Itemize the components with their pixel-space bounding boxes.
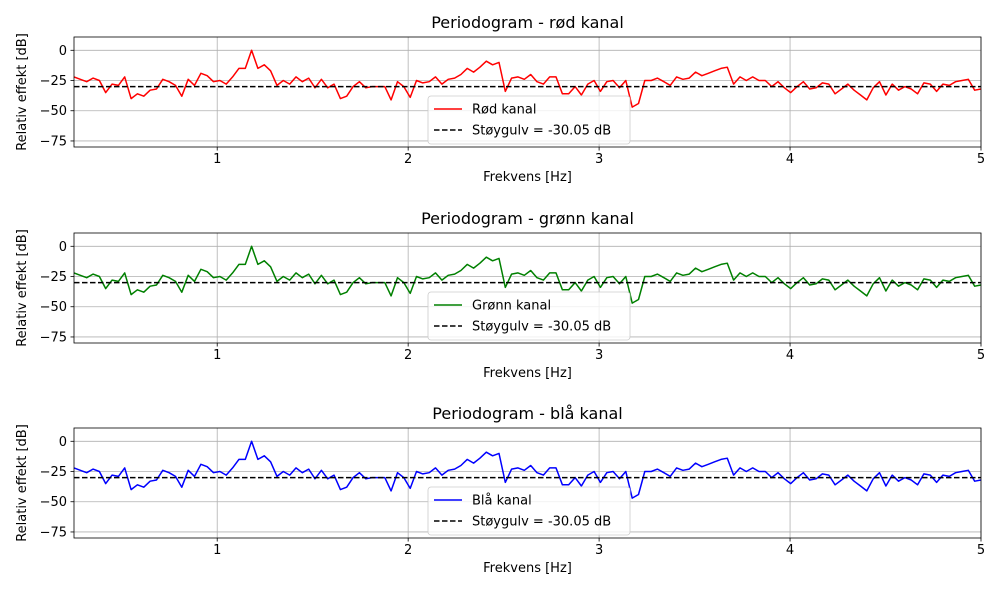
subplot-2: 1 2 3 4 5 0 −25 −50 −75 Periodogram - grønn kanal…	[15, 209, 985, 381]
x-tick-label: 2	[404, 348, 412, 363]
chart-title: Periodogram - rød kanal	[431, 13, 624, 32]
y-axis-label: Relativ effekt [dB]	[15, 424, 30, 542]
legend-label: Rød kanal	[472, 103, 536, 118]
axes-frame	[73, 232, 982, 344]
x-tick-label: 3	[595, 543, 603, 558]
y-tick-label: −75	[40, 134, 67, 149]
x-tick-label: 4	[786, 152, 794, 167]
series-line-2	[73, 245, 982, 304]
x-axis-label: Frekvens [Hz]	[483, 366, 572, 381]
legend-label: Støygulv = -30.05 dB	[472, 124, 611, 139]
axes-frame	[73, 36, 982, 148]
series-line-3	[73, 440, 982, 499]
x-axis-label: Frekvens [Hz]	[483, 561, 572, 576]
y-tick-label: −50	[40, 300, 67, 315]
axes-frame	[73, 427, 982, 539]
x-tick-label: 3	[595, 348, 603, 363]
subplot-3: 1 2 3 4 5 0 −25 −50 −75 Periodogram - blå kanal Fr…	[15, 404, 985, 576]
y-tick-label: −75	[40, 330, 67, 345]
y-tick-label: 0	[59, 44, 67, 59]
x-tick-label: 5	[977, 348, 985, 363]
y-tick-label: 0	[59, 435, 67, 450]
y-axis-label: Relativ effekt [dB]	[15, 229, 30, 347]
y-tick-label: −50	[40, 104, 67, 119]
y-tick-label: −75	[40, 525, 67, 540]
x-tick-label: 4	[786, 348, 794, 363]
x-tick-label: 2	[404, 152, 412, 167]
chart-title: Periodogram - grønn kanal	[421, 209, 634, 228]
x-tick-label: 5	[977, 152, 985, 167]
subplot-1: 1 2 3 4 5 0 −25 −50 −75 Periodogram - rød kanal Fr…	[15, 13, 985, 185]
legend-box	[427, 95, 631, 145]
y-tick-label: −50	[40, 495, 67, 510]
y-tick-label: −25	[40, 465, 67, 480]
legend-label: Grønn kanal	[472, 299, 551, 314]
y-tick-label: −25	[40, 74, 67, 89]
x-tick-label: 1	[213, 543, 221, 558]
legend: Blå kanal Støygulv = -30.05 dB	[427, 486, 631, 536]
series-line-1	[73, 49, 982, 108]
legend: Grønn kanal Støygulv = -30.05 dB	[427, 291, 631, 341]
x-tick-label: 4	[786, 543, 794, 558]
y-tick-label: −25	[40, 270, 67, 285]
legend-label: Støygulv = -30.05 dB	[472, 320, 611, 335]
chart-title: Periodogram - blå kanal	[432, 404, 622, 423]
x-axis-label: Frekvens [Hz]	[483, 170, 572, 185]
legend-box	[427, 486, 631, 536]
y-tick-label: 0	[59, 240, 67, 255]
x-tick-label: 2	[404, 543, 412, 558]
x-tick-label: 1	[213, 348, 221, 363]
x-tick-label: 5	[977, 543, 985, 558]
legend-box	[427, 291, 631, 341]
y-axis-label: Relativ effekt [dB]	[15, 33, 30, 151]
legend-label: Støygulv = -30.05 dB	[472, 515, 611, 530]
legend: Rød kanal Støygulv = -30.05 dB	[427, 95, 631, 145]
x-tick-label: 3	[595, 152, 603, 167]
x-tick-label: 1	[213, 152, 221, 167]
legend-label: Blå kanal	[472, 494, 532, 509]
